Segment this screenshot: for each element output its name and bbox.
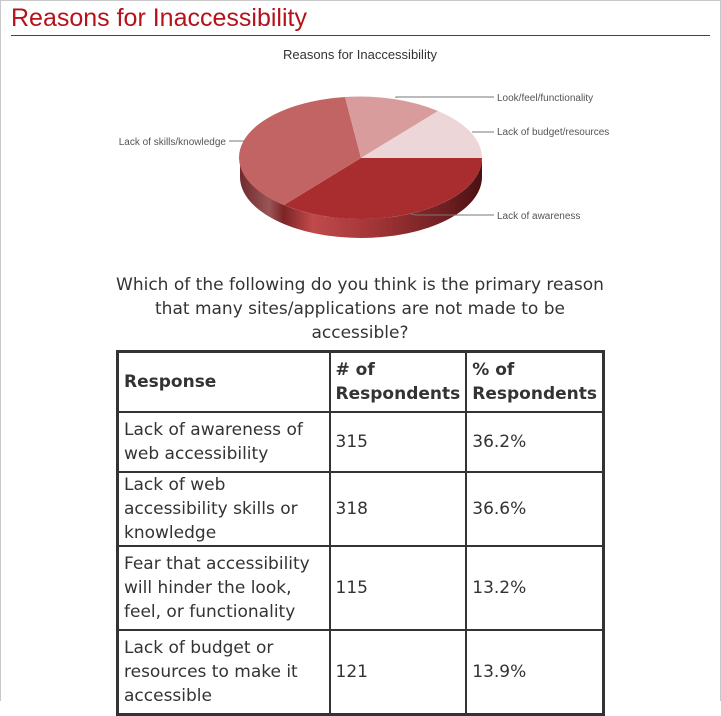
table-row: Lack of web accessibility skills or know… <box>116 471 605 547</box>
cell-response: Lack of web accessibility skills or know… <box>116 471 331 547</box>
title-divider <box>11 35 710 36</box>
table-row: Fear that accessibility will hinder the … <box>116 545 605 631</box>
slice-lack-of-budget[interactable] <box>361 111 482 158</box>
header-count-line2: Respondents <box>335 384 461 404</box>
cell-percent: 13.9% <box>465 629 605 716</box>
slice-look-feel-functionality[interactable] <box>345 96 438 158</box>
label-skills: Lack of skills/knowledge <box>119 137 227 148</box>
pie-chart: Reasons for Inaccessibility Look/feel/fu… <box>119 47 609 238</box>
survey-question: Which of the following do you think is t… <box>116 275 604 343</box>
slice-lack-of-skills[interactable] <box>238 97 361 205</box>
cell-count: 315 <box>328 411 468 473</box>
pie-side-wall <box>240 158 482 238</box>
header-response-label: Response <box>124 372 217 392</box>
cell-response: Lack of awareness of web accessibility <box>116 411 331 473</box>
header-percent: % of Respondents <box>465 350 605 413</box>
header-count: # of Respondents <box>328 350 468 413</box>
cell-response: Lack of budget or resources to make it a… <box>116 629 331 716</box>
results-table: Response # of Respondents % of Respondents… <box>116 350 605 716</box>
table-row: Lack of awareness of web accessibility 3… <box>116 411 605 473</box>
cell-count: 115 <box>328 545 468 631</box>
cell-count: 318 <box>328 471 468 547</box>
cell-response: Fear that accessibility will hinder the … <box>116 545 331 631</box>
callout-lines <box>229 96 494 216</box>
label-budget: Lack of budget/resources <box>497 127 609 138</box>
header-count-line1: # of <box>335 360 375 380</box>
label-awareness: Lack of awareness <box>497 211 580 222</box>
table-header-row: Response # of Respondents % of Respondents <box>116 350 605 413</box>
label-look-feel: Look/feel/functionality <box>497 93 593 104</box>
cell-percent: 36.6% <box>465 471 605 547</box>
cell-percent: 13.2% <box>465 545 605 631</box>
header-response: Response <box>116 350 331 413</box>
header-percent-line2: Respondents <box>472 384 597 404</box>
table-row: Lack of budget or resources to make it a… <box>116 629 605 716</box>
slice-lack-of-awareness[interactable] <box>284 158 482 219</box>
cell-percent: 36.2% <box>465 411 605 473</box>
chart-title: Reasons for Inaccessibility <box>283 47 437 62</box>
page-title: Reasons for Inaccessibility <box>11 4 307 32</box>
cell-count: 121 <box>328 629 468 716</box>
header-percent-line1: % of <box>472 360 515 380</box>
